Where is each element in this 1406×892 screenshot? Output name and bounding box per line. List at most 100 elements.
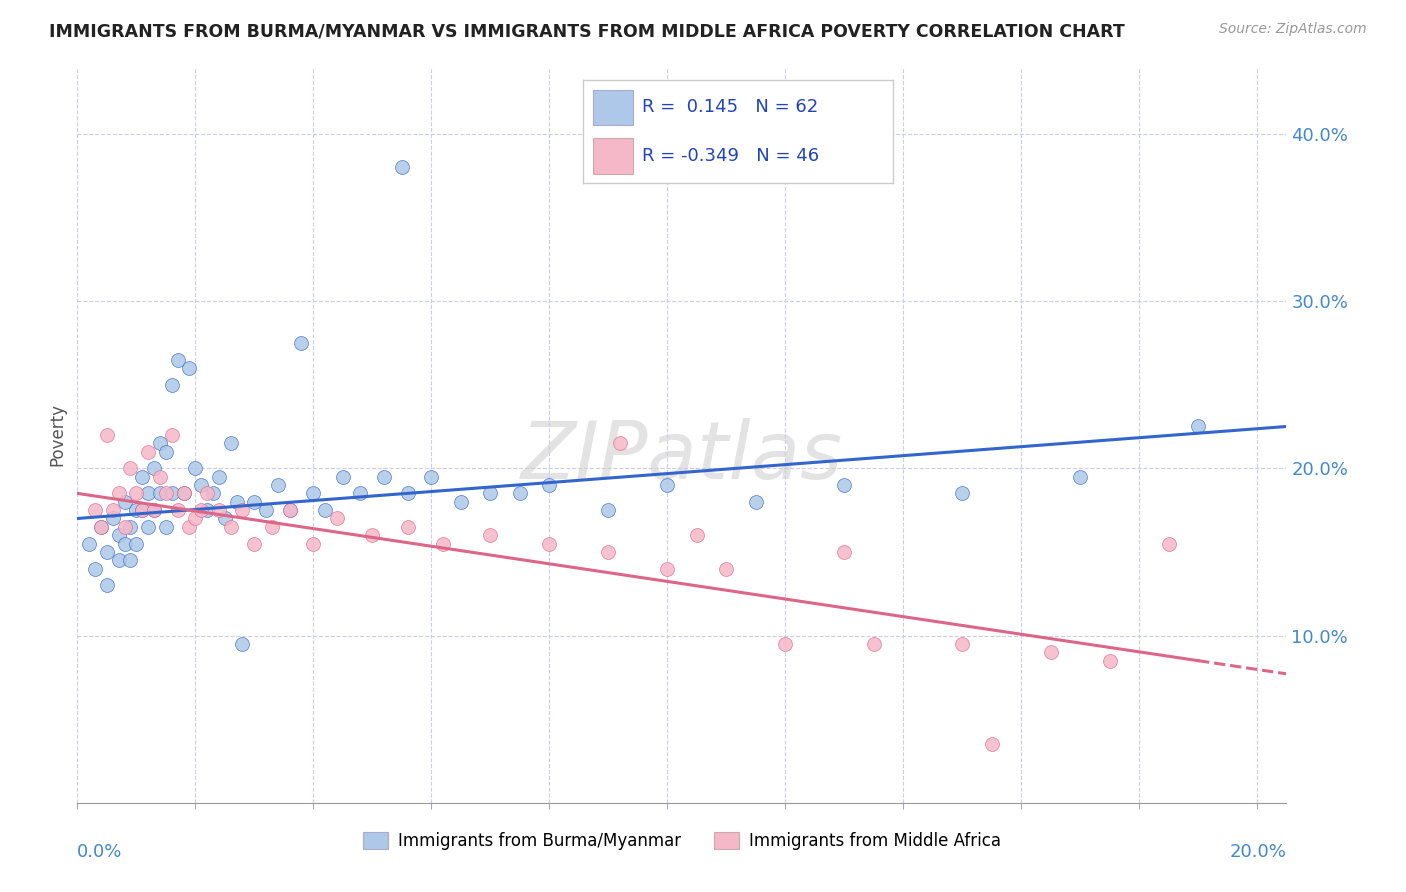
Point xyxy=(184,461,207,475)
Point xyxy=(950,637,973,651)
Point xyxy=(609,436,631,450)
Text: Source: ZipAtlas.com: Source: ZipAtlas.com xyxy=(1219,22,1367,37)
Text: R =  0.145   N = 62: R = 0.145 N = 62 xyxy=(643,98,818,117)
Y-axis label: Poverty: Poverty xyxy=(48,403,66,467)
Point xyxy=(149,469,172,483)
Point xyxy=(1039,645,1062,659)
Point xyxy=(184,511,207,525)
Point xyxy=(120,461,142,475)
Point xyxy=(538,478,561,492)
Point xyxy=(166,503,188,517)
Point xyxy=(450,494,472,508)
Point xyxy=(432,536,454,550)
Point xyxy=(479,486,502,500)
Point xyxy=(225,494,247,508)
Point xyxy=(201,486,224,500)
Point xyxy=(84,503,107,517)
Point xyxy=(96,545,118,559)
Point xyxy=(136,486,159,500)
Point xyxy=(120,520,142,534)
Point xyxy=(125,536,148,550)
FancyBboxPatch shape xyxy=(593,137,633,174)
Point xyxy=(96,578,118,592)
Point xyxy=(96,427,118,442)
Point xyxy=(107,486,129,500)
Point xyxy=(101,511,124,525)
Point xyxy=(143,503,166,517)
Text: ZIPatlas: ZIPatlas xyxy=(520,418,844,496)
Point xyxy=(396,520,419,534)
Point xyxy=(160,427,183,442)
Point xyxy=(714,562,737,576)
Point xyxy=(219,436,242,450)
Point xyxy=(773,637,796,651)
Point xyxy=(420,469,443,483)
Point xyxy=(155,520,177,534)
Point xyxy=(125,503,148,517)
Text: 20.0%: 20.0% xyxy=(1230,843,1286,862)
Point xyxy=(114,536,136,550)
Legend: Immigrants from Burma/Myanmar, Immigrants from Middle Africa: Immigrants from Burma/Myanmar, Immigrant… xyxy=(356,825,1008,857)
Point xyxy=(231,637,253,651)
Point xyxy=(143,503,166,517)
Point xyxy=(195,503,218,517)
Point xyxy=(114,520,136,534)
Text: 0.0%: 0.0% xyxy=(77,843,122,862)
Point xyxy=(332,469,354,483)
Point xyxy=(326,511,349,525)
Point xyxy=(302,486,325,500)
Point xyxy=(243,536,266,550)
Point xyxy=(396,486,419,500)
Point xyxy=(131,469,153,483)
Text: IMMIGRANTS FROM BURMA/MYANMAR VS IMMIGRANTS FROM MIDDLE AFRICA POVERTY CORRELATI: IMMIGRANTS FROM BURMA/MYANMAR VS IMMIGRA… xyxy=(49,22,1125,40)
Point xyxy=(208,503,231,517)
Point xyxy=(349,486,371,500)
Point xyxy=(278,503,301,517)
Point xyxy=(598,503,620,517)
Point xyxy=(84,562,107,576)
Point xyxy=(685,528,707,542)
Point xyxy=(149,436,172,450)
Point xyxy=(980,737,1002,751)
Point xyxy=(950,486,973,500)
Point xyxy=(208,469,231,483)
FancyBboxPatch shape xyxy=(593,89,633,126)
Point xyxy=(290,335,312,350)
Point xyxy=(131,503,153,517)
Point xyxy=(598,545,620,559)
Point xyxy=(125,486,148,500)
Point xyxy=(107,528,129,542)
Point xyxy=(278,503,301,517)
Point xyxy=(173,486,195,500)
Point xyxy=(77,536,100,550)
Point xyxy=(1187,419,1209,434)
Point xyxy=(214,511,236,525)
Point xyxy=(1069,469,1091,483)
Point xyxy=(219,520,242,534)
Point xyxy=(243,494,266,508)
Point xyxy=(90,520,112,534)
Point xyxy=(90,520,112,534)
Point xyxy=(391,160,413,174)
Point xyxy=(131,503,153,517)
Point xyxy=(231,503,253,517)
Point xyxy=(143,461,166,475)
Point xyxy=(254,503,277,517)
Point xyxy=(744,494,766,508)
Point xyxy=(114,494,136,508)
Point xyxy=(160,377,183,392)
Point xyxy=(195,486,218,500)
Point xyxy=(267,478,290,492)
Point xyxy=(173,486,195,500)
Point xyxy=(479,528,502,542)
Point xyxy=(260,520,283,534)
Text: R = -0.349   N = 46: R = -0.349 N = 46 xyxy=(643,146,820,165)
Point xyxy=(314,503,336,517)
Point xyxy=(361,528,384,542)
Point xyxy=(190,503,212,517)
Point xyxy=(155,444,177,458)
Point xyxy=(1098,654,1121,668)
Point xyxy=(160,486,183,500)
Point xyxy=(509,486,531,500)
Point xyxy=(166,352,188,367)
